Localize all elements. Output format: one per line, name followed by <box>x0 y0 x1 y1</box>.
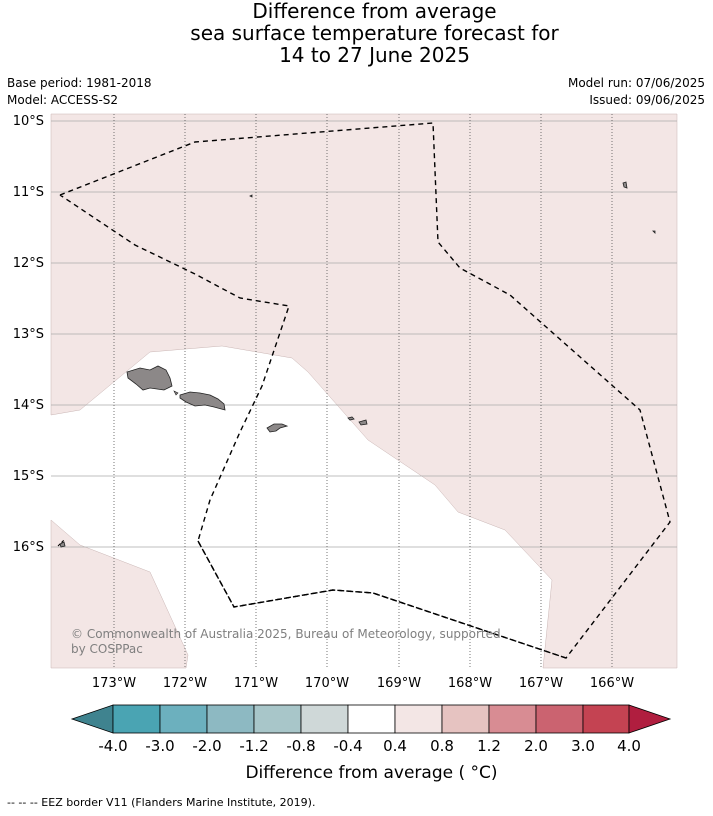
colorbar-bin-2 <box>159 704 208 734</box>
lat-label-14s: 14°S <box>13 398 44 413</box>
tokelau-island-2 <box>652 230 656 234</box>
lat-label-15s: 15°S <box>13 469 44 484</box>
warm-anomaly-region-southwest <box>50 519 189 669</box>
swains-island <box>249 194 253 198</box>
colorbar-bin-11 <box>582 704 630 734</box>
title-line-2: sea surface temperature forecast for <box>190 21 559 45</box>
eez-borders <box>59 122 671 659</box>
colorbar-bin-8 <box>441 704 490 734</box>
eez-southwest-fragment <box>57 539 65 547</box>
savaii-island <box>126 365 173 391</box>
colorbar-extend-high <box>628 704 672 734</box>
model-text: Model: ACCESS-S2 <box>7 93 119 107</box>
base-period-text: Base period: 1981-2018 <box>7 76 152 90</box>
colorbar-bin-9 <box>488 704 537 734</box>
colorbar-bin-10 <box>535 704 584 734</box>
colorbar <box>70 704 672 734</box>
colorbar-bin-6 <box>347 704 396 734</box>
cb-tick-0: -4.0 <box>98 737 127 755</box>
manua-island-2 <box>358 419 368 426</box>
cb-tick-11: 4.0 <box>617 737 641 755</box>
colorbar-tick-labels: -4.0 -3.0 -2.0 -1.2 -0.8 -0.4 0.4 0.8 1.… <box>98 737 641 755</box>
land-islands <box>59 181 656 548</box>
lon-label-166w: 166°W <box>590 676 634 691</box>
longitude-gridlines <box>113 114 613 668</box>
eez-footnote: -- -- -- EEZ border V11 (Flanders Marine… <box>7 796 316 809</box>
manua-island-1 <box>347 416 355 421</box>
lon-label-170w: 170°W <box>305 676 349 691</box>
title-line-1: Difference from average <box>252 0 497 23</box>
lon-label-169w: 169°W <box>377 676 421 691</box>
tokelau-island-1 <box>622 181 628 189</box>
eez-samoa-americansamoa <box>197 540 567 659</box>
cb-tick-1: -3.0 <box>145 737 174 755</box>
lon-label-172w: 172°W <box>163 676 207 691</box>
cb-tick-9: 2.0 <box>524 737 548 755</box>
tutuila-island <box>266 423 289 433</box>
colorbar-bin-4 <box>253 704 302 734</box>
longitude-labels: 173°W 172°W 171°W 170°W 169°W 168°W 167°… <box>92 676 634 691</box>
lon-label-168w: 168°W <box>448 676 492 691</box>
colorbar-extend-low <box>70 704 114 734</box>
copyright-notice: © Commonwealth of Australia 2025, Bureau… <box>71 627 501 656</box>
cb-tick-3: -1.2 <box>239 737 268 755</box>
cb-tick-5: -0.4 <box>333 737 362 755</box>
model-run-text: Model run: 07/06/2025 <box>567 76 705 90</box>
lat-label-10s: 10°S <box>13 114 44 129</box>
colorbar-bin-5 <box>300 704 349 734</box>
lon-label-173w: 173°W <box>92 676 136 691</box>
lat-label-11s: 11°S <box>13 185 44 200</box>
cb-tick-2: -2.0 <box>192 737 221 755</box>
lat-label-13s: 13°S <box>13 327 44 342</box>
lat-label-12s: 12°S <box>13 256 44 271</box>
lon-label-167w: 167°W <box>519 676 563 691</box>
map-title: Difference from average sea surface temp… <box>0 0 713 66</box>
cb-tick-4: -0.8 <box>286 737 315 755</box>
colorbar-bin-3 <box>206 704 255 734</box>
meta-left: Base period: 1981-2018 Model: ACCESS-S2 <box>7 75 152 109</box>
meta-right: Model run: 07/06/2025 Issued: 09/06/2025 <box>568 75 705 109</box>
cb-tick-7: 0.8 <box>430 737 454 755</box>
cb-tick-8: 1.2 <box>477 737 501 755</box>
latitude-gridlines <box>51 120 677 548</box>
lon-label-171w: 171°W <box>234 676 278 691</box>
cb-tick-6: 0.4 <box>383 737 407 755</box>
colorbar-title: Difference from average ( °C) <box>245 763 498 783</box>
upolu-island <box>179 391 226 411</box>
southwest-islet <box>59 541 66 548</box>
title-line-3: 14 to 27 June 2025 <box>279 43 470 67</box>
issued-text: Issued: 09/06/2025 <box>589 93 705 107</box>
latitude-labels: 10°S 11°S 12°S 13°S 14°S 15°S 16°S <box>13 114 44 555</box>
colorbar-bin-7 <box>394 704 443 734</box>
cb-tick-10: 3.0 <box>571 737 595 755</box>
lat-label-16s: 16°S <box>13 540 44 555</box>
warm-anomaly-region <box>50 113 678 669</box>
colorbar-bin-1 <box>112 704 161 734</box>
manono-islet <box>173 390 179 396</box>
